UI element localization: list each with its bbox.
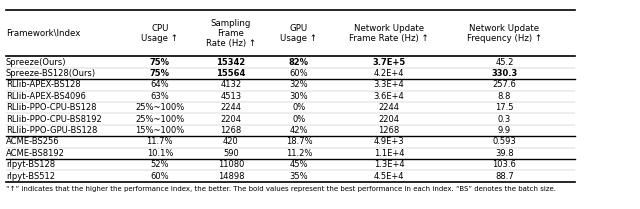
Text: 88.7: 88.7: [495, 172, 514, 181]
Text: ACME-BS8192: ACME-BS8192: [6, 149, 65, 158]
Text: 1.1E+4: 1.1E+4: [374, 149, 404, 158]
Text: 4.2E+4: 4.2E+4: [374, 69, 404, 78]
Text: 75%: 75%: [150, 69, 170, 78]
Text: 60%: 60%: [290, 69, 308, 78]
Text: 3.7E+5: 3.7E+5: [372, 58, 406, 67]
Text: 0.593: 0.593: [492, 138, 516, 147]
Text: RLlib-PPO-GPU-BS128: RLlib-PPO-GPU-BS128: [6, 126, 97, 135]
Text: 0.3: 0.3: [498, 115, 511, 124]
Text: 4513: 4513: [220, 92, 241, 101]
Text: 1268: 1268: [378, 126, 399, 135]
Text: 15342: 15342: [216, 58, 246, 67]
Text: 0%: 0%: [292, 115, 305, 124]
Text: Framework\Index: Framework\Index: [6, 29, 80, 38]
Text: 1268: 1268: [220, 126, 241, 135]
Text: 0%: 0%: [292, 103, 305, 112]
Text: 14898: 14898: [218, 172, 244, 181]
Text: 15564: 15564: [216, 69, 246, 78]
Text: 11080: 11080: [218, 160, 244, 169]
Text: 4.9E+3: 4.9E+3: [374, 138, 404, 147]
Text: 25%~100%: 25%~100%: [135, 115, 184, 124]
Text: RLlib-PPO-CPU-BS8192: RLlib-PPO-CPU-BS8192: [6, 115, 102, 124]
Text: 32%: 32%: [290, 80, 308, 89]
Text: 2204: 2204: [378, 115, 399, 124]
Text: 1.3E+4: 1.3E+4: [374, 160, 404, 169]
Text: 103.6: 103.6: [492, 160, 516, 169]
Text: 420: 420: [223, 138, 239, 147]
Text: 35%: 35%: [290, 172, 308, 181]
Text: 590: 590: [223, 149, 239, 158]
Text: 257.6: 257.6: [492, 80, 516, 89]
Text: rlpyt-BS128: rlpyt-BS128: [6, 160, 55, 169]
Text: 3.6E+4: 3.6E+4: [374, 92, 404, 101]
Text: 75%: 75%: [150, 58, 170, 67]
Text: 2244: 2244: [378, 103, 399, 112]
Text: 18.7%: 18.7%: [285, 138, 312, 147]
Text: Spreeze-BS128(Ours): Spreeze-BS128(Ours): [6, 69, 96, 78]
Text: 330.3: 330.3: [492, 69, 518, 78]
Text: Spreeze(Ours): Spreeze(Ours): [6, 58, 67, 67]
Text: RLlib-APEX-BS4096: RLlib-APEX-BS4096: [6, 92, 86, 101]
Text: 4132: 4132: [220, 80, 241, 89]
Text: 82%: 82%: [289, 58, 309, 67]
Text: RLlib-PPO-CPU-BS128: RLlib-PPO-CPU-BS128: [6, 103, 96, 112]
Text: rlpyt-BS512: rlpyt-BS512: [6, 172, 55, 181]
Text: 11.2%: 11.2%: [285, 149, 312, 158]
Text: 2204: 2204: [220, 115, 241, 124]
Text: 10.1%: 10.1%: [147, 149, 173, 158]
Text: Network Update
Frequency (Hz) ↑: Network Update Frequency (Hz) ↑: [467, 24, 542, 43]
Text: 52%: 52%: [150, 160, 169, 169]
Text: CPU
Usage ↑: CPU Usage ↑: [141, 24, 179, 43]
Text: 64%: 64%: [150, 80, 169, 89]
Text: 42%: 42%: [290, 126, 308, 135]
Text: 25%~100%: 25%~100%: [135, 103, 184, 112]
Text: Sampling
Frame
Rate (Hz) ↑: Sampling Frame Rate (Hz) ↑: [206, 19, 256, 48]
Text: “↑” indicates that the higher the performance index, the better. The bold values: “↑” indicates that the higher the perfor…: [6, 186, 556, 192]
Text: 39.8: 39.8: [495, 149, 514, 158]
Text: Network Update
Frame Rate (Hz) ↑: Network Update Frame Rate (Hz) ↑: [349, 24, 429, 43]
Text: 60%: 60%: [150, 172, 169, 181]
Text: 45.2: 45.2: [495, 58, 513, 67]
Text: 8.8: 8.8: [498, 92, 511, 101]
Text: RLlib-APEX-BS128: RLlib-APEX-BS128: [6, 80, 81, 89]
Text: 9.9: 9.9: [498, 126, 511, 135]
Text: 2244: 2244: [220, 103, 241, 112]
Text: 11.7%: 11.7%: [147, 138, 173, 147]
Text: 4.5E+4: 4.5E+4: [374, 172, 404, 181]
Text: 17.5: 17.5: [495, 103, 513, 112]
Text: 30%: 30%: [290, 92, 308, 101]
Text: 63%: 63%: [150, 92, 169, 101]
Text: 45%: 45%: [290, 160, 308, 169]
Text: 3.3E+4: 3.3E+4: [374, 80, 404, 89]
Text: 15%~100%: 15%~100%: [135, 126, 184, 135]
Text: ACME-BS256: ACME-BS256: [6, 138, 60, 147]
Text: GPU
Usage ↑: GPU Usage ↑: [280, 24, 317, 43]
